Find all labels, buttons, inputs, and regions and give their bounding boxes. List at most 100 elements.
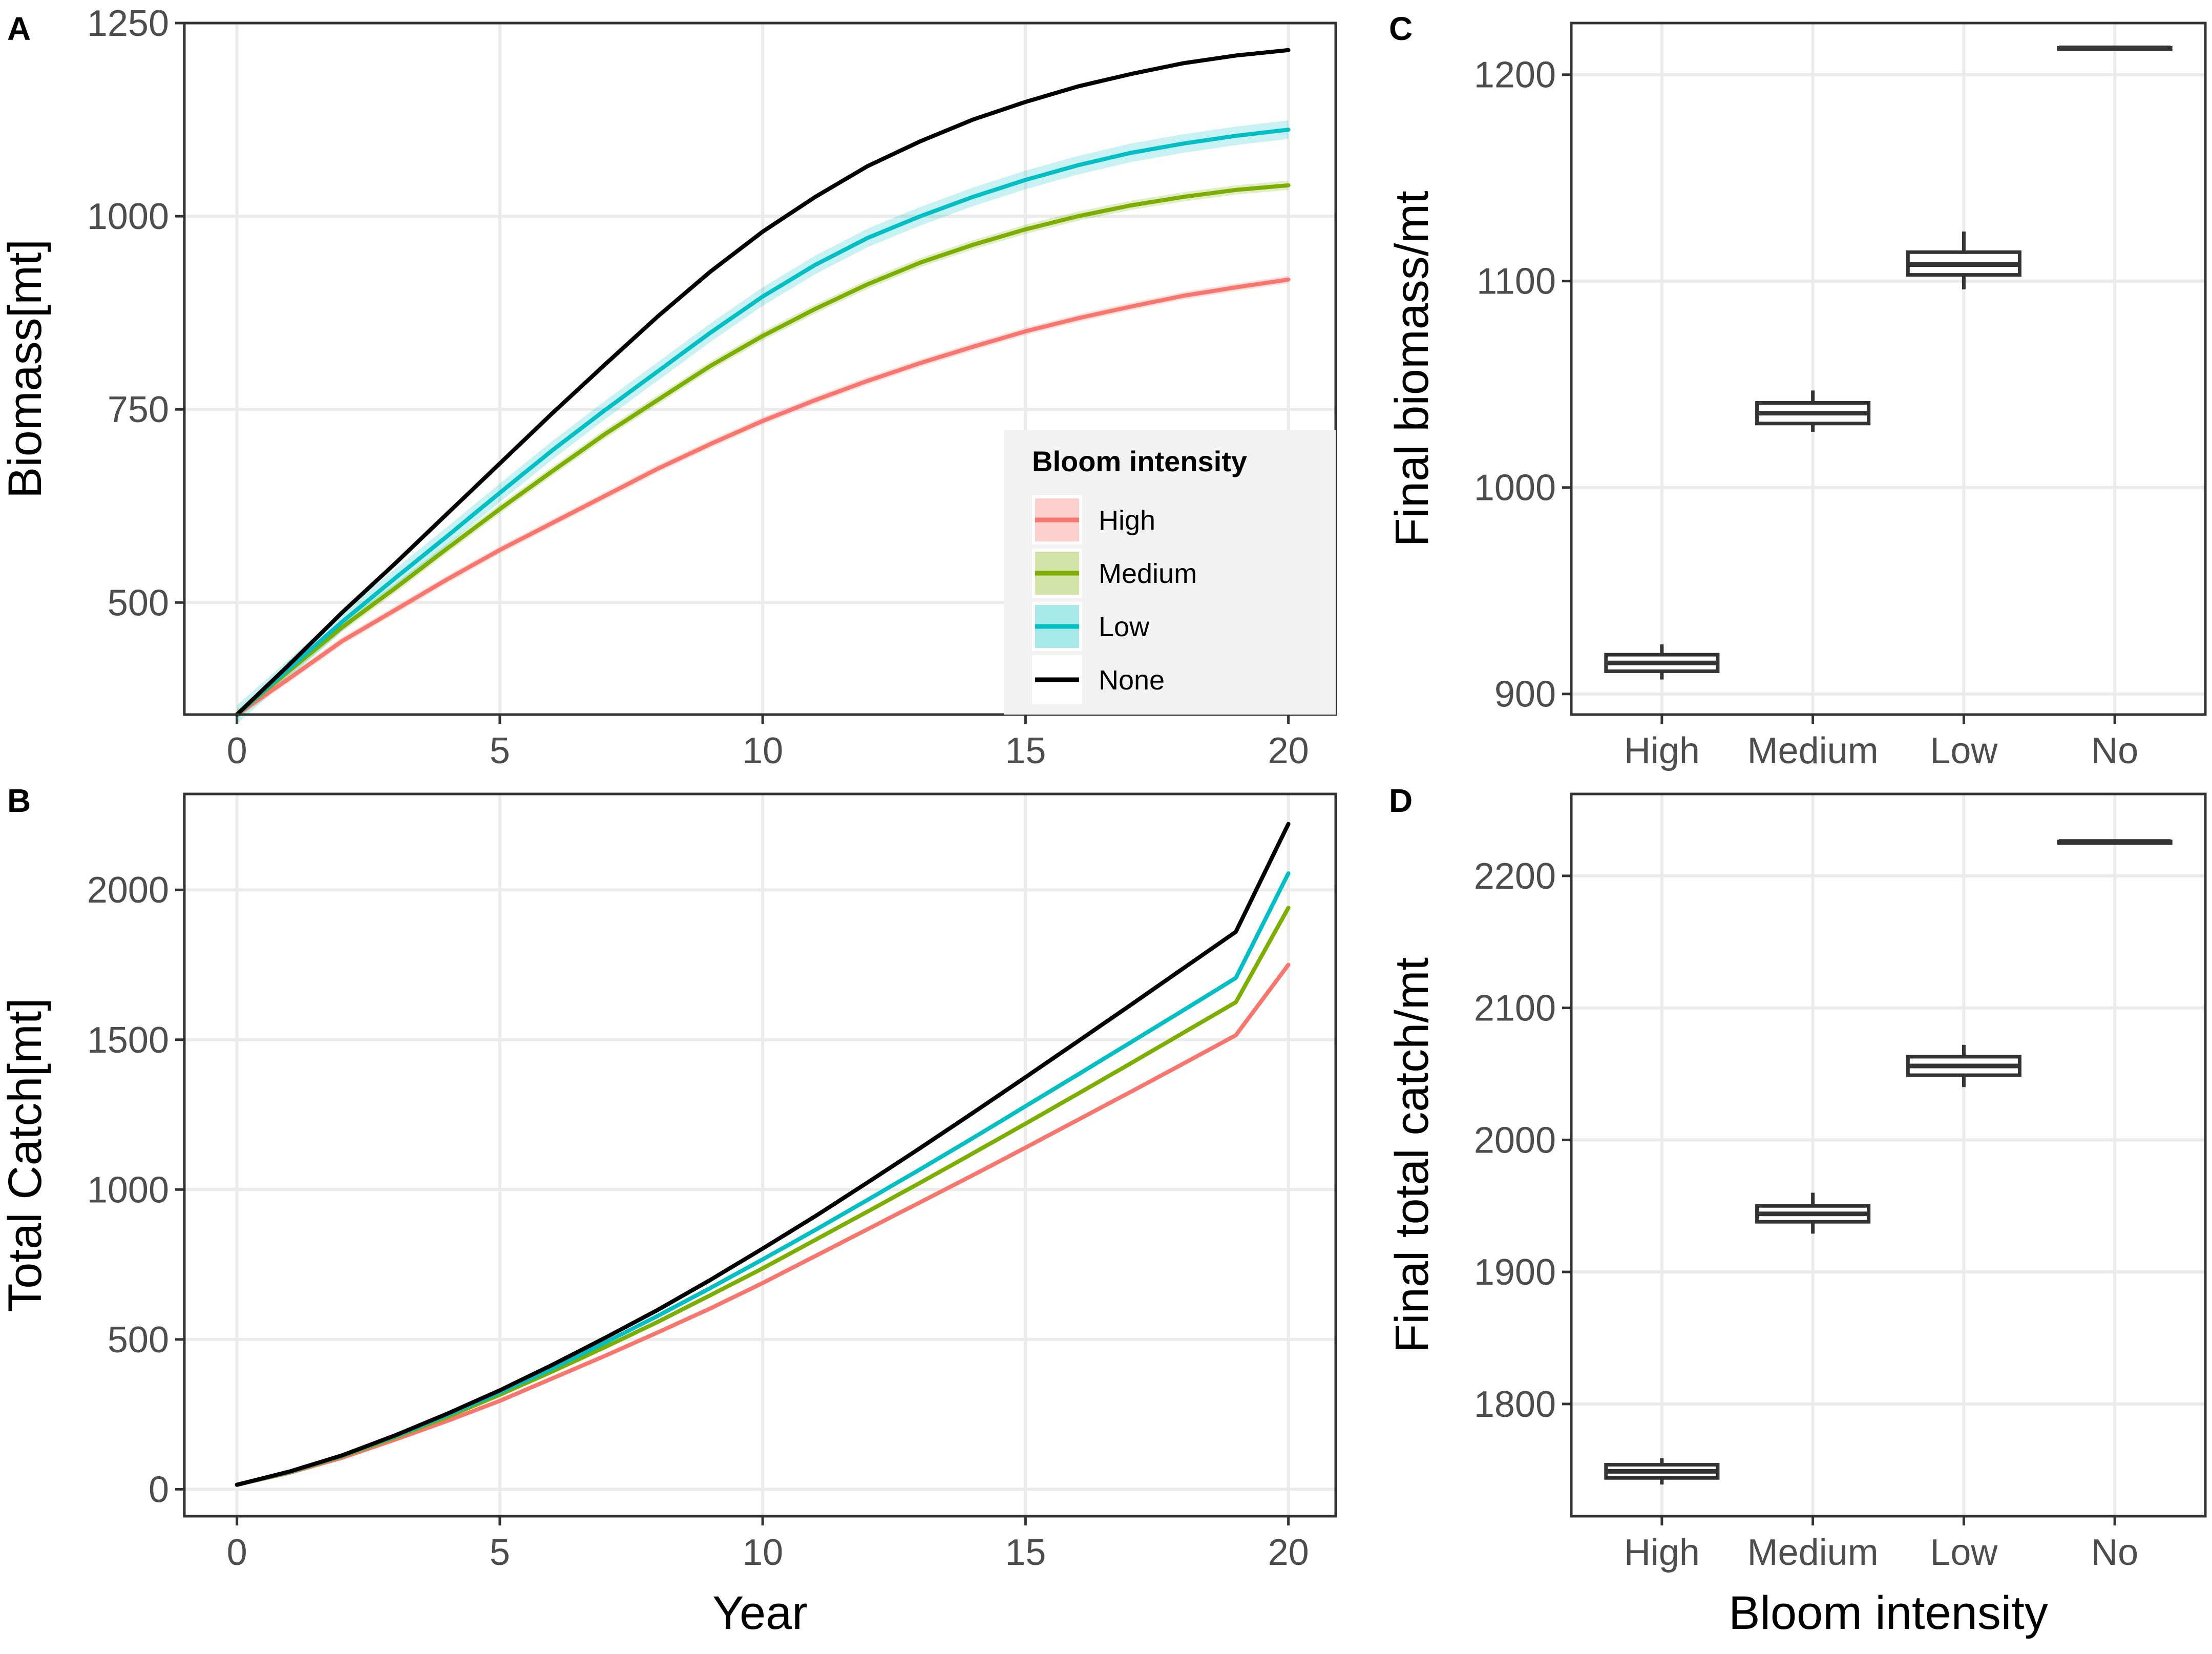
data-point-high	[551, 1377, 554, 1380]
x-tick-label: No	[2091, 1532, 2138, 1573]
y-axis-title: Final biomass/mt	[1386, 191, 1438, 547]
data-point-low	[866, 236, 869, 239]
data-point-none	[1182, 967, 1185, 970]
data-point-high	[1287, 963, 1290, 966]
data-point-high	[1287, 278, 1290, 281]
plot-frame-d	[1570, 792, 2207, 1518]
data-point-high	[446, 578, 449, 581]
data-point-none	[761, 230, 764, 233]
data-point-low	[341, 620, 344, 623]
data-point-none	[972, 1112, 975, 1115]
data-point-low	[708, 331, 711, 334]
data-point-medium	[919, 1181, 922, 1184]
data-point-low	[972, 1137, 975, 1140]
series-line-medium	[235, 183, 1291, 717]
y-tick-label: 1000	[1474, 468, 1556, 509]
y-axis-title: Biomass[mt]	[0, 239, 51, 498]
data-point-high	[708, 1307, 711, 1310]
data-point-none	[341, 1454, 344, 1457]
data-point-low	[1287, 128, 1290, 131]
data-point-none	[708, 1279, 711, 1282]
y-tick-label: 1000	[87, 196, 169, 237]
data-point-high	[919, 362, 922, 365]
data-point-none	[814, 1215, 817, 1218]
data-point-none	[708, 270, 711, 274]
panel-a-biomass-lines: 500 750 1000 1250 0 5 10 15 20 Biomass[mt] Bloom i…	[0, 3, 1337, 771]
data-point-none	[1129, 1003, 1132, 1007]
data-point-low	[761, 1258, 764, 1261]
y-axis-title: Final total catch/mt	[1386, 957, 1438, 1353]
x-tick-label: 15	[1005, 730, 1046, 771]
x-axis-title: Year	[712, 1587, 808, 1639]
data-point-low	[1287, 872, 1290, 875]
data-point-none	[603, 1336, 606, 1339]
data-point-none	[972, 118, 975, 121]
data-point-low	[393, 577, 396, 580]
data-point-none	[1077, 85, 1080, 88]
data-point-medium	[814, 307, 817, 310]
y-tick-label: 1000	[87, 1169, 169, 1210]
data-point-low	[972, 195, 975, 198]
data-point-medium	[866, 1210, 869, 1213]
data-point-high	[1234, 286, 1237, 289]
plot-frame-a	[183, 22, 1337, 716]
data-point-low	[919, 1167, 922, 1170]
panel-c-final-biomass-boxes: 900 1000 1100 1200 High Medium Low No Final biom…	[1386, 22, 2207, 771]
x-tick-label: Low	[1930, 1532, 1998, 1573]
data-point-low	[1077, 1073, 1080, 1076]
data-point-high	[393, 609, 396, 612]
data-point-none	[1234, 930, 1237, 933]
data-point-low	[1129, 151, 1132, 154]
data-point-high	[1129, 1091, 1132, 1094]
data-point-high	[708, 443, 711, 446]
data-point-medium	[761, 334, 764, 338]
data-point-none	[919, 1146, 922, 1149]
panel-label-a: A	[7, 10, 31, 47]
data-point-none	[236, 1483, 239, 1486]
panel-label-d: D	[1389, 782, 1413, 819]
x-tick-label: 20	[1268, 730, 1309, 771]
x-tick-label: 5	[490, 1532, 510, 1573]
panel-d-final-catch-boxes: 1800 1900 2000 2100 2200 High Medium Low No Final…	[1386, 792, 2207, 1639]
data-point-medium	[1287, 906, 1290, 909]
y-tick-label: 0	[149, 1469, 169, 1510]
legend-label-none: None	[1099, 665, 1165, 696]
data-point-low	[1182, 142, 1185, 145]
data-point-low	[1182, 1009, 1185, 1012]
data-point-high	[603, 494, 606, 497]
data-point-none	[866, 1181, 869, 1184]
y-tick-label: 2100	[1474, 988, 1556, 1029]
data-point-low	[866, 1198, 869, 1201]
data-point-low	[1024, 1105, 1027, 1108]
data-point-medium	[603, 432, 606, 435]
data-point-high	[603, 1354, 606, 1357]
data-point-none	[1287, 49, 1290, 52]
data-point-medium	[1077, 215, 1080, 218]
y-tick-label: 900	[1494, 674, 1556, 715]
data-point-low	[1234, 976, 1237, 979]
data-point-medium	[393, 587, 396, 590]
data-point-low	[814, 263, 817, 266]
data-point-low	[919, 215, 922, 218]
data-point-high	[446, 1419, 449, 1422]
data-point-none	[1234, 54, 1237, 57]
data-point-medium	[814, 1239, 817, 1242]
data-point-low	[1077, 164, 1080, 167]
y-tick-label: 750	[108, 389, 169, 430]
x-tick-label: 20	[1268, 1532, 1309, 1573]
y-tick-label: 500	[108, 582, 169, 623]
y-tick-label: 1800	[1474, 1384, 1556, 1425]
x-axis-title: Bloom intensity	[1729, 1587, 2048, 1639]
y-tick-label: 2200	[1474, 856, 1556, 897]
data-point-medium	[972, 1151, 975, 1155]
data-point-none	[919, 140, 922, 143]
data-point-none	[656, 315, 659, 318]
data-point-none	[1024, 1076, 1027, 1079]
data-point-none	[393, 562, 396, 566]
x-tick-label: 10	[742, 1532, 783, 1573]
x-tick-label: High	[1624, 1532, 1700, 1573]
data-point-none	[1024, 100, 1027, 103]
data-point-high	[498, 549, 501, 552]
data-point-high	[551, 521, 554, 525]
